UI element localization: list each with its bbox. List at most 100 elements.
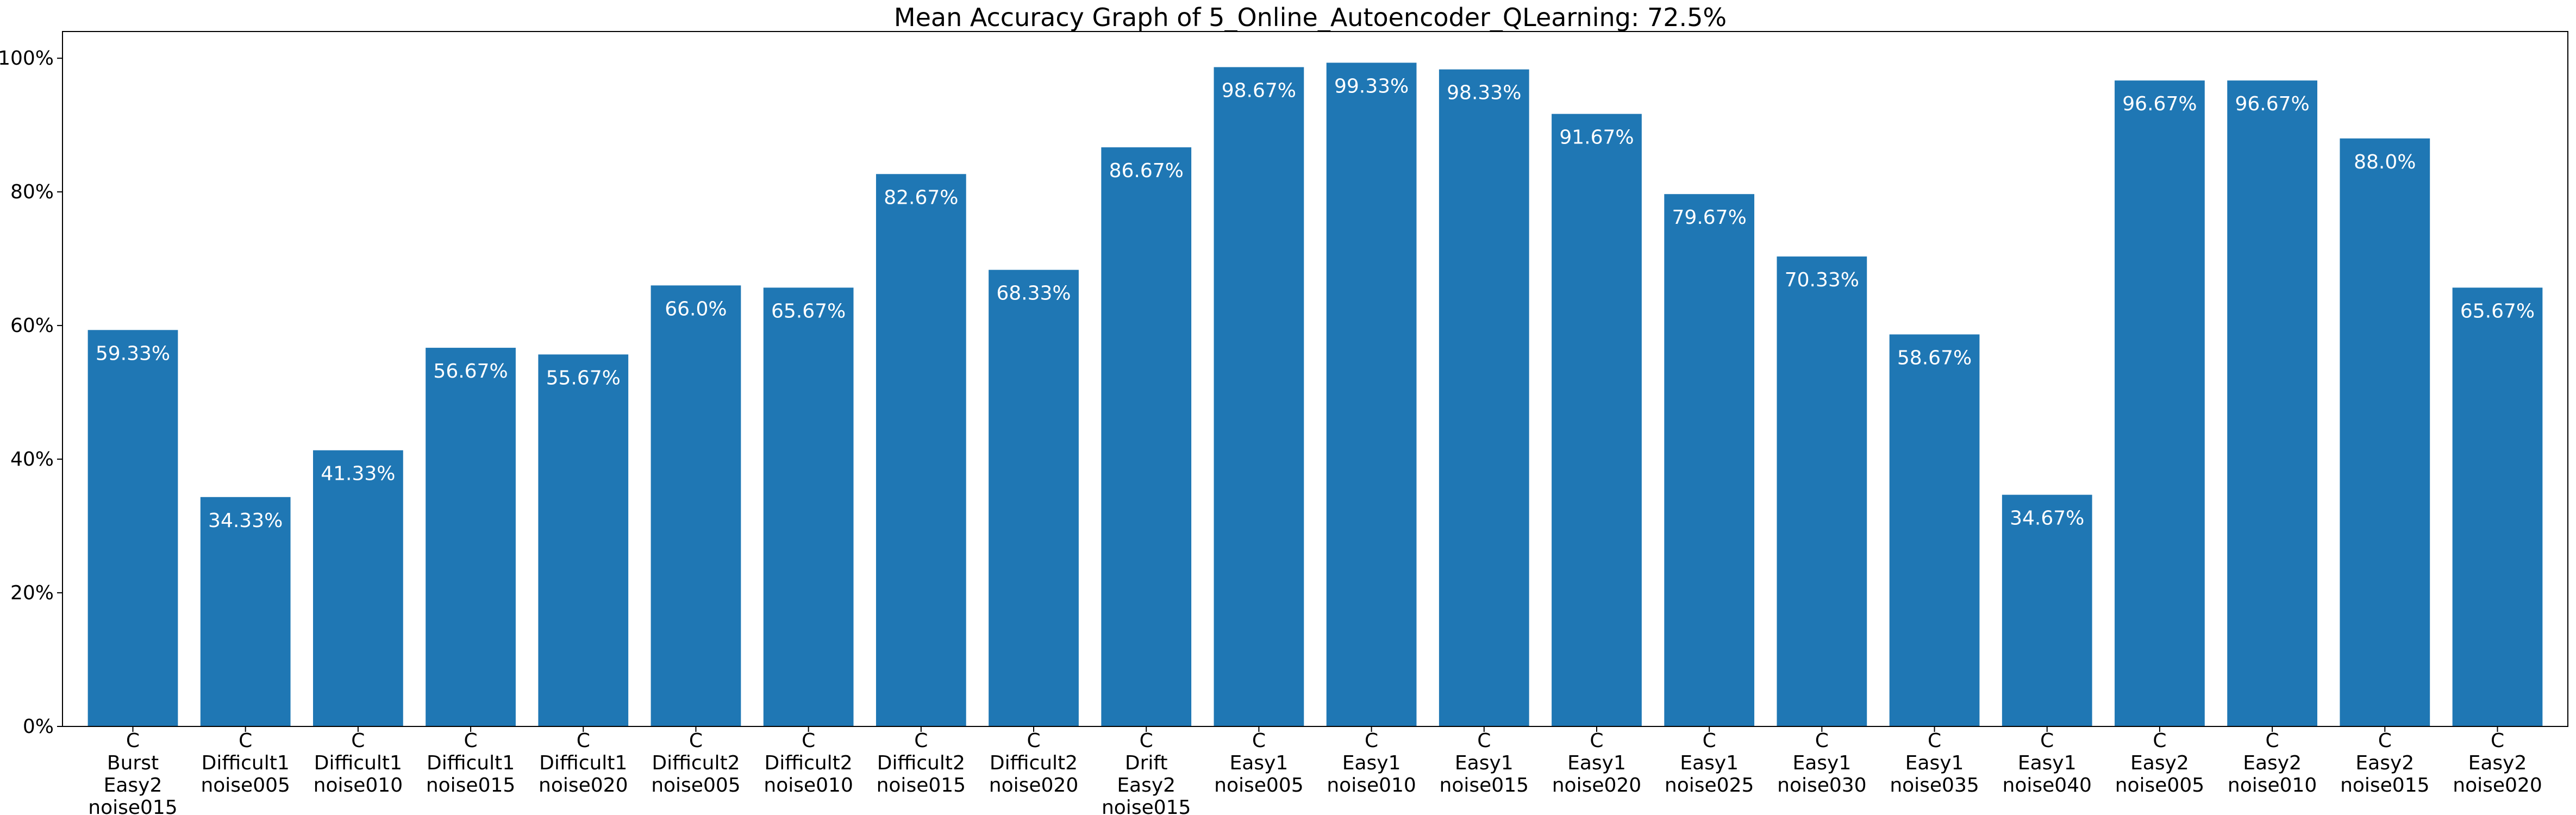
bar-value-label-8: 68.33% (996, 283, 1071, 305)
x-tick-label-line: noise005 (1214, 774, 1303, 797)
x-tick-label-line: noise010 (764, 774, 853, 797)
x-tick-label-line: C (126, 730, 140, 752)
chart-title: Mean Accuracy Graph of 5_Online_Autoenco… (894, 3, 1727, 32)
x-tick-label-line: noise015 (426, 774, 515, 797)
x-tick-label-line: C (577, 730, 590, 752)
bar-11 (1326, 62, 1417, 726)
x-tick-label-line: noise030 (1777, 774, 1866, 797)
bar-value-label-14: 79.67% (1672, 206, 1747, 229)
bar-7 (876, 174, 966, 726)
x-tick-label-0: C Burst Easy2 noise015 (88, 730, 177, 815)
x-tick-label-line: noise025 (1665, 774, 1754, 797)
bar-10 (1214, 67, 1304, 726)
x-tick-label-9: C Drift Easy2 noise015 (1102, 730, 1191, 815)
x-tick-label-line: C (2378, 730, 2392, 752)
bar-16 (1889, 334, 1980, 726)
bar-1 (200, 497, 291, 726)
x-tick-label-line: noise010 (1327, 774, 1416, 797)
x-tick-label-13: C Easy1 noise020 (1552, 730, 1641, 797)
bar-value-label-1: 34.33% (208, 510, 283, 532)
plot-frame (62, 31, 2568, 727)
bar-4 (538, 354, 629, 726)
bar-value-label-11: 99.33% (1334, 75, 1409, 97)
x-tick-label-line: C (1590, 730, 1603, 752)
x-tick-label-line: noise015 (88, 797, 177, 815)
x-tick-label-19: C Easy2 noise010 (2228, 730, 2317, 797)
x-tick-label-17: C Easy1 noise040 (2003, 730, 2092, 797)
y-tick-label-5: 100% (0, 47, 54, 70)
x-tick-label-line: Easy1 (1905, 752, 1964, 774)
x-tick-label-12: C Easy1 noise015 (1440, 730, 1529, 797)
x-tick-label-15: C Easy1 noise030 (1777, 730, 1866, 797)
x-tick-label-line: Easy1 (1342, 752, 1401, 774)
value-labels-group: 59.33% 34.33% 41.33% 56.67% 55.67% 66.0% 65.67… (96, 75, 2535, 531)
bar-20 (2340, 138, 2430, 726)
x-tick-label-20: C Easy2 noise015 (2340, 730, 2429, 797)
x-tick-label-line: C (2153, 730, 2166, 752)
x-tick-label-line: Drift (1125, 752, 1168, 774)
y-tick-label-3: 60% (10, 315, 54, 337)
x-tick-label-line: C (914, 730, 928, 752)
bar-value-label-21: 65.67% (2460, 300, 2535, 322)
x-tick-label-line: noise015 (1440, 774, 1529, 797)
x-tick-label-18: C Easy2 noise005 (2115, 730, 2204, 797)
x-tick-label-16: C Easy1 noise035 (1890, 730, 1979, 797)
x-tick-label-line: Difficult1 (314, 752, 402, 774)
x-tick-label-7: C Difficult2 noise015 (877, 730, 966, 797)
x-tick-label-line: noise040 (2003, 774, 2092, 797)
bar-value-label-0: 59.33% (96, 342, 170, 365)
x-tick-label-line: Easy2 (1117, 774, 1176, 797)
bar-value-label-5: 66.0% (665, 298, 727, 320)
x-tick-label-line: C (1140, 730, 1153, 752)
x-tick-label-line: C (2266, 730, 2279, 752)
x-tick-label-line: Easy2 (2468, 752, 2527, 774)
bar-5 (651, 285, 741, 726)
bar-0 (87, 330, 178, 726)
bar-14 (1664, 194, 1755, 727)
x-tick-label-line: Difficult1 (202, 752, 290, 774)
bar-value-label-7: 82.67% (884, 186, 958, 209)
x-tick-label-line: C (1477, 730, 1491, 752)
y-axis: 0% 20% 40% 60% 80% 100% (0, 47, 62, 738)
x-tick-label-line: noise020 (539, 774, 628, 797)
x-tick-label-14: C Easy1 noise025 (1665, 730, 1754, 797)
x-tick-label-2: C Difficult1 noise010 (314, 730, 403, 797)
x-tick-label-line: noise005 (201, 774, 290, 797)
bar-value-label-9: 86.67% (1109, 160, 1184, 182)
bar-9 (1101, 147, 1192, 726)
bars-group (87, 62, 2543, 727)
x-tick-label-line: C (689, 730, 703, 752)
x-tick-label-line: noise015 (2340, 774, 2429, 797)
bar-value-label-17: 34.67% (2010, 507, 2084, 530)
bar-21 (2452, 287, 2543, 726)
x-tick-label-line: Difficult2 (652, 752, 740, 774)
x-tick-label-line: Easy1 (1230, 752, 1289, 774)
x-tick-label-line: C (1703, 730, 1716, 752)
bar-value-label-13: 91.67% (1559, 127, 1634, 149)
bar-value-label-19: 96.67% (2235, 93, 2309, 115)
x-tick-label-line: C (464, 730, 477, 752)
x-tick-label-line: Difficult1 (427, 752, 515, 774)
x-tick-label-line: noise010 (2228, 774, 2317, 797)
bar-12 (1439, 69, 1529, 727)
y-tick-label-1: 20% (10, 582, 54, 604)
x-tick-label-21: C Easy2 noise020 (2453, 730, 2542, 797)
x-tick-label-line: C (1928, 730, 1941, 752)
x-tick-label-line: noise020 (989, 774, 1078, 797)
x-tick-label-line: C (351, 730, 365, 752)
x-tick-label-11: C Easy1 noise010 (1327, 730, 1416, 797)
x-tick-label-line: Difficult2 (765, 752, 853, 774)
x-tick-label-6: C Difficult2 noise010 (764, 730, 853, 797)
x-tick-label-line: noise015 (1102, 797, 1191, 815)
x-tick-label-line: C (2040, 730, 2054, 752)
x-tick-label-line: Burst (107, 752, 159, 774)
x-tick-label-line: noise010 (314, 774, 403, 797)
x-tick-label-10: C Easy1 noise005 (1214, 730, 1303, 797)
bar-2 (313, 450, 403, 726)
x-tick-label-3: C Difficult1 noise015 (426, 730, 515, 797)
x-tick-label-line: C (1815, 730, 1829, 752)
x-tick-label-line: Easy1 (1680, 752, 1739, 774)
bar-value-label-16: 58.67% (1897, 347, 1972, 369)
